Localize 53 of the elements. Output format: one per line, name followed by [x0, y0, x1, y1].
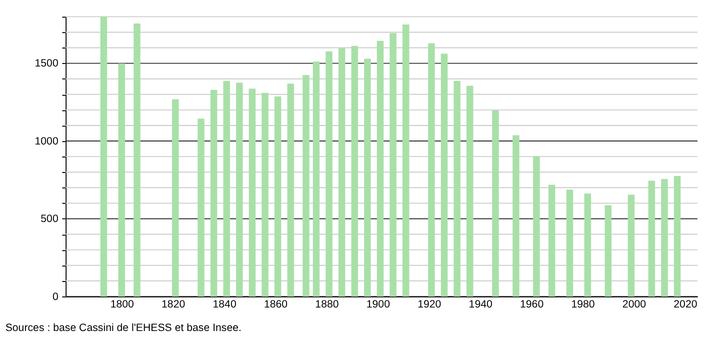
bar	[236, 82, 243, 296]
x-tick-label: 1900	[366, 298, 390, 311]
bar	[648, 180, 656, 296]
bar	[376, 40, 384, 296]
bar	[454, 80, 460, 296]
bar	[440, 54, 448, 296]
bar	[628, 194, 635, 296]
bar	[118, 63, 126, 296]
bar	[172, 99, 179, 296]
source-note: Sources : base Cassini de l'EHESS et base Insee.	[5, 322, 242, 334]
bar	[134, 24, 140, 296]
bar	[364, 58, 371, 296]
bar	[604, 205, 612, 296]
bar	[198, 118, 204, 296]
x-tick-label: 1940	[468, 298, 492, 311]
bar	[466, 86, 474, 296]
bar	[548, 184, 556, 296]
bar	[351, 46, 358, 296]
bar	[533, 156, 540, 296]
bar	[661, 178, 668, 296]
x-tick-label: 1820	[162, 298, 186, 311]
x-tick-label: 1800	[110, 298, 134, 311]
bar	[428, 43, 435, 296]
bar	[512, 135, 520, 296]
bar	[248, 88, 256, 296]
x-tick-label: 2020	[674, 298, 698, 311]
x-tick-label: 1860	[264, 298, 288, 311]
bar	[674, 176, 681, 296]
bar	[223, 80, 230, 296]
x-tick-label: 1880	[315, 298, 339, 311]
bar	[338, 48, 346, 296]
y-tick-label: 1000	[34, 135, 58, 148]
bar	[100, 16, 108, 296]
x-tick-label: 1960	[520, 298, 544, 311]
bar	[210, 90, 218, 296]
bar	[492, 110, 499, 296]
x-tick-label: 1840	[212, 298, 236, 311]
bar	[402, 24, 410, 296]
bar	[584, 194, 592, 296]
bar	[326, 51, 332, 296]
x-tick-label: 1920	[418, 298, 442, 311]
bar	[287, 84, 294, 296]
y-tick-label: 0	[52, 290, 58, 303]
bar	[302, 74, 310, 296]
bar	[390, 33, 396, 296]
y-tick-label: 500	[40, 213, 58, 226]
bar	[312, 61, 320, 296]
y-tick-label: 1500	[34, 58, 58, 70]
bar	[262, 92, 268, 296]
x-tick-label: 2000	[622, 298, 646, 311]
x-tick-label: 1980	[571, 298, 595, 311]
bar	[274, 96, 282, 296]
bar	[566, 190, 574, 296]
